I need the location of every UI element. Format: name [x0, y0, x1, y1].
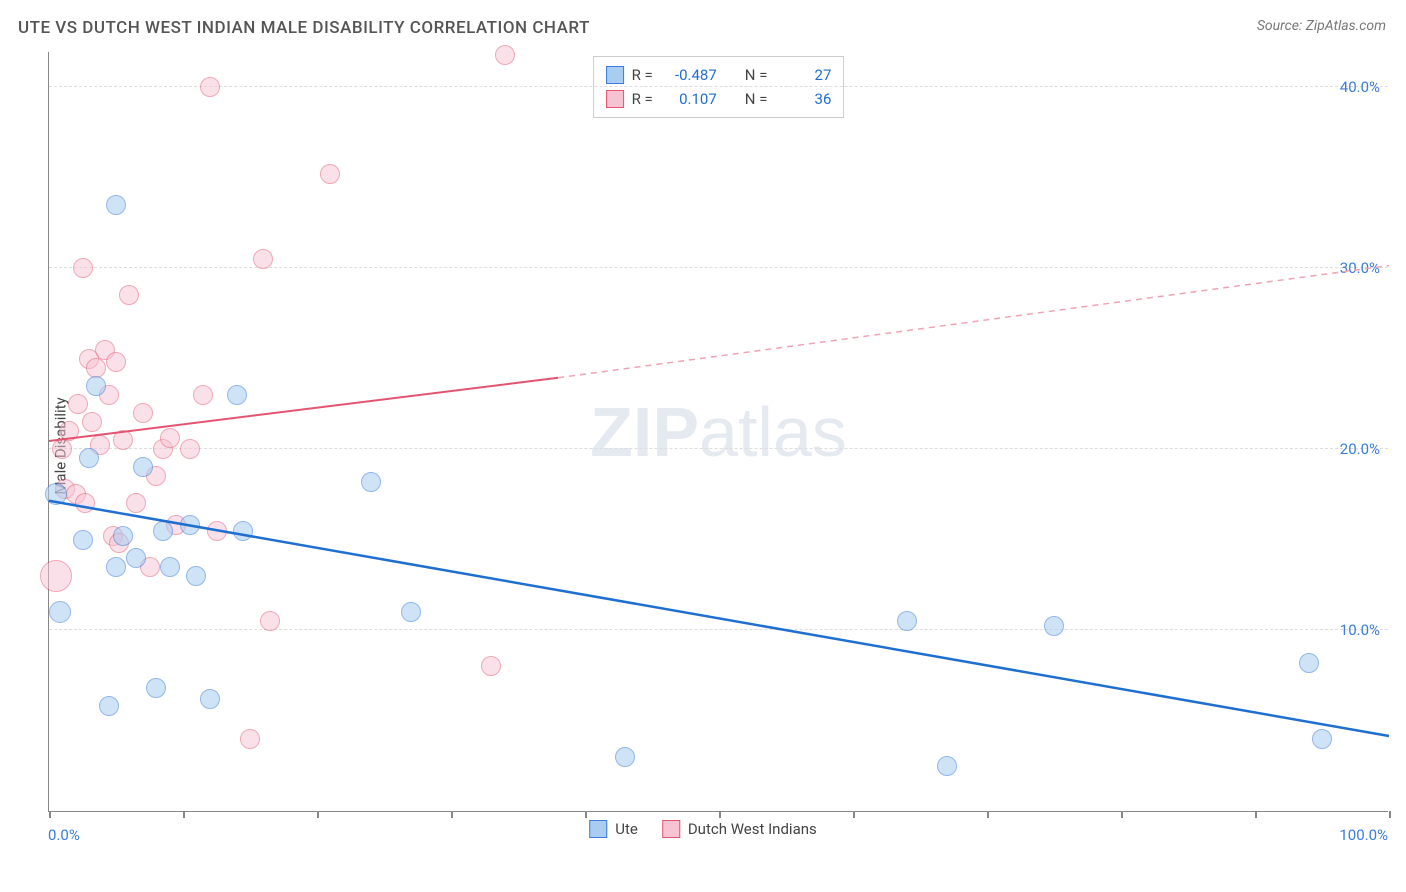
series-legend: Ute Dutch West Indians: [589, 820, 817, 838]
legend-label-ute: Ute: [615, 820, 638, 838]
swatch-ute-2: [589, 820, 607, 838]
chart-title: UTE VS DUTCH WEST INDIAN MALE DISABILITY…: [18, 18, 590, 38]
legend-label-dwi: Dutch West Indians: [688, 820, 817, 838]
x-tick: [183, 811, 185, 818]
plot-area: ZIPatlas R = -0.487 N = 27 R = 0.107 N =…: [48, 52, 1388, 812]
x-tick: [585, 811, 587, 818]
x-tick: [1389, 811, 1391, 818]
x-tick: [719, 811, 721, 818]
x-tick: [451, 811, 453, 818]
source-label: Source: ZipAtlas.com: [1257, 18, 1386, 34]
x-tick: [853, 811, 855, 818]
legend-item-dwi: Dutch West Indians: [662, 820, 817, 838]
trend-line: [49, 52, 1389, 812]
x-tick: [49, 811, 51, 818]
x-tick: [1121, 811, 1123, 818]
swatch-dwi-2: [662, 820, 680, 838]
x-tick-label: 100.0%: [1339, 826, 1388, 844]
x-tick: [987, 811, 989, 818]
legend-item-ute: Ute: [589, 820, 638, 838]
x-tick-label: 0.0%: [48, 826, 80, 844]
x-tick: [317, 811, 319, 818]
x-tick: [1255, 811, 1257, 818]
